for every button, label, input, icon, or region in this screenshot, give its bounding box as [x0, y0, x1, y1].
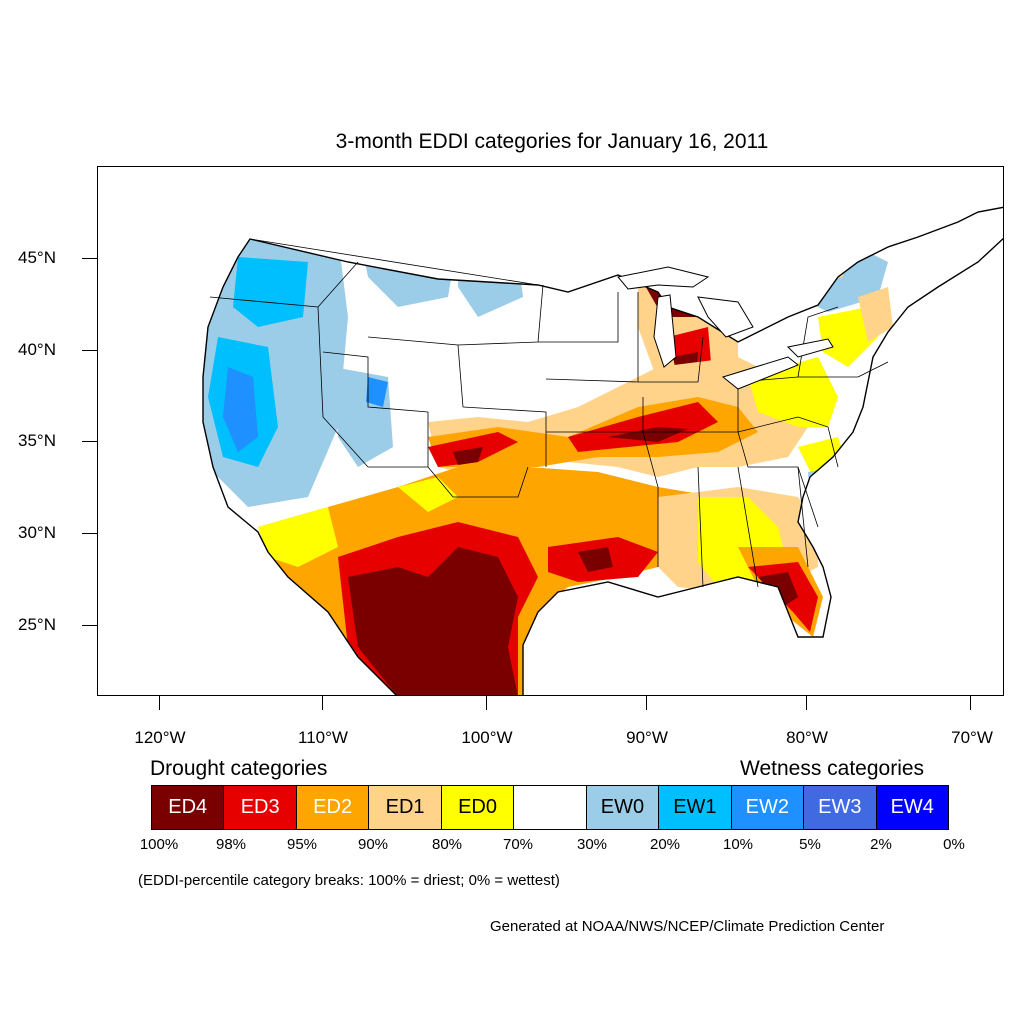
lat-tick-45: [82, 258, 97, 259]
pct-100: 100%: [139, 836, 179, 853]
legend-box-ed2: ED2: [296, 786, 370, 829]
lon-tick-90: [646, 696, 647, 710]
lat-label-40: 40°N: [18, 340, 56, 359]
wetness-title: Wetness categories: [740, 757, 925, 780]
pct-95: 95%: [286, 836, 318, 853]
pct-5: 5%: [799, 836, 821, 853]
legend-box-ew1: EW1: [659, 786, 732, 829]
drought-title: Drought categories: [150, 757, 328, 780]
map-title: 3-month EDDI categories for January 16, …: [335, 130, 769, 153]
pct-20: 20%: [649, 836, 681, 853]
legend-box-ew3: EW3: [804, 786, 877, 829]
pct-10: 10%: [722, 836, 754, 853]
legend-box-ew2: EW2: [731, 786, 805, 829]
map-panel: [97, 166, 1004, 696]
lat-tick-25: [82, 625, 97, 626]
lon-label-100: 100°W: [461, 728, 513, 747]
lat-tick-40: [82, 350, 97, 351]
lon-tick-120: [159, 696, 160, 710]
lat-tick-30: [82, 533, 97, 534]
lon-tick-80: [806, 696, 807, 710]
legend-box-ew4: EW4: [876, 786, 948, 829]
pct-2: 2%: [870, 836, 892, 853]
lon-label-110: 110°W: [298, 728, 348, 747]
state-boundaries: [209, 238, 889, 588]
category-legend: ED4 ED3 ED2 ED1 ED0 EW0 EW1 EW2 EW3 EW4: [151, 785, 949, 830]
lon-label-70: 70°W: [951, 728, 993, 747]
legend-box-ew0: EW0: [586, 786, 660, 829]
lon-tick-110: [322, 696, 323, 710]
legend-box-ed0: ED0: [441, 786, 515, 829]
lat-label-25: 25°N: [18, 615, 56, 634]
lon-label-90: 90°W: [626, 728, 668, 747]
lon-label-80: 80°W: [786, 728, 828, 747]
credit-text: Generated at NOAA/NWS/NCEP/Climate Predi…: [490, 918, 885, 935]
pct-70: 70%: [502, 836, 534, 853]
legend-box-ed1: ED1: [369, 786, 442, 829]
pct-30: 30%: [576, 836, 608, 853]
great-lakes: [617, 266, 834, 390]
us-map: [202, 206, 1003, 695]
eddi-field: [203, 207, 1003, 695]
lon-tick-100: [486, 696, 487, 710]
pct-98: 98%: [215, 836, 247, 853]
lat-label-35: 35°N: [18, 431, 56, 450]
lon-tick-70: [970, 696, 971, 710]
pct-80: 80%: [431, 836, 463, 853]
lat-label-45: 45°N: [18, 248, 56, 267]
lon-label-120: 120°W: [134, 728, 186, 747]
legend-box-neutral: [514, 786, 587, 829]
legend-box-ed4: ED4: [152, 786, 225, 829]
legend-box-ed3: ED3: [224, 786, 297, 829]
lat-label-30: 30°N: [18, 523, 56, 542]
category-note: (EDDI-percentile category breaks: 100% =…: [138, 872, 560, 889]
pct-0: 0%: [943, 836, 965, 853]
lat-tick-35: [82, 441, 97, 442]
pct-90: 90%: [357, 836, 389, 853]
